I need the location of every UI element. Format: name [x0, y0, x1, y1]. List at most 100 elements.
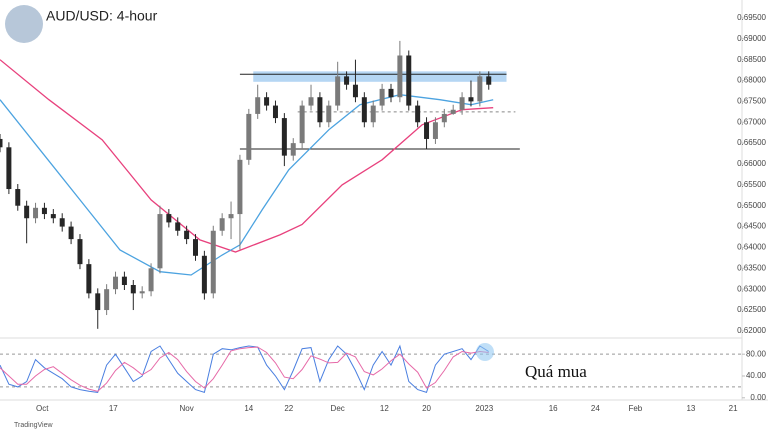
y-tick-label: 0.65500 — [737, 180, 766, 189]
x-tick-label: Dec — [331, 404, 345, 413]
candle-body — [264, 97, 270, 106]
candle-body — [201, 255, 207, 294]
candle-body — [95, 293, 101, 311]
y-tick-label: 0.64500 — [737, 222, 766, 231]
x-tick-label: Feb — [628, 404, 642, 413]
resistance-zone — [253, 71, 507, 82]
moving-average — [0, 59, 494, 253]
candle-body — [59, 218, 65, 227]
candle-body — [397, 55, 403, 98]
source: TradingView — [14, 422, 53, 429]
candle-body — [281, 118, 287, 156]
candle-body — [272, 105, 278, 119]
y-tick-label: 0.66500 — [737, 138, 766, 147]
x-tick-label: 14 — [244, 404, 253, 413]
candle-body — [86, 264, 92, 294]
oscillator-line — [0, 344, 489, 394]
y-tick-label: 0.65000 — [737, 201, 766, 210]
candle-body — [139, 291, 145, 294]
candle-body — [361, 97, 367, 123]
candle-body — [33, 207, 39, 219]
candle-body — [210, 230, 216, 294]
candle-body — [157, 214, 163, 269]
x-tick-label: Nov — [179, 404, 193, 413]
x-tick-label: 2023 — [475, 404, 493, 413]
x-tick-label: 17 — [109, 404, 118, 413]
candle-body — [41, 207, 47, 215]
plot — [0, 40, 742, 394]
y-tick-label: 0.62000 — [737, 326, 766, 335]
candle-body — [175, 222, 181, 231]
candle-body — [130, 285, 136, 294]
candle-body — [148, 268, 154, 292]
candle-body — [352, 84, 358, 98]
oscillator-line — [0, 346, 489, 392]
candle-body — [104, 289, 110, 311]
y-tick-label: 40.00 — [746, 371, 767, 380]
candle-body — [317, 97, 323, 123]
candle-body — [121, 276, 127, 286]
candle-body — [370, 105, 376, 123]
candle-body — [335, 76, 341, 106]
chart-title: AUD/USD: 4-hour — [46, 8, 158, 24]
x-tick-label: 21 — [729, 404, 738, 413]
candle-body — [166, 214, 172, 223]
candle-body — [0, 138, 3, 148]
candle-body — [344, 76, 350, 85]
y-tick-label: 0.63000 — [737, 284, 766, 293]
candle-body — [50, 214, 56, 219]
y-tick-label: 0.66000 — [737, 159, 766, 168]
candle-body — [441, 113, 447, 123]
candle-body — [219, 218, 225, 231]
candle-body — [255, 97, 261, 114]
logo — [5, 5, 43, 43]
candle-body — [450, 109, 456, 114]
y-tick-label: 80.00 — [746, 349, 767, 358]
y-tick-label: 0.64000 — [737, 243, 766, 252]
x-tick-label: 24 — [591, 404, 600, 413]
x-tick-label: 20 — [422, 404, 431, 413]
y-tick-label: 0.67000 — [737, 117, 766, 126]
y-tick-label: 0.68000 — [737, 76, 766, 85]
candle-body — [228, 214, 234, 219]
candle-body — [237, 159, 243, 215]
candle-body — [299, 105, 305, 144]
highlight — [476, 343, 494, 361]
candle-body — [6, 147, 12, 190]
candle-body — [15, 189, 21, 206]
candle-body — [290, 143, 296, 156]
x-tick-label: 13 — [686, 404, 695, 413]
y-tick-label: 0.68500 — [737, 55, 766, 64]
candle-body — [415, 105, 421, 123]
candle-body — [379, 88, 385, 106]
y-tick-label: 0.69500 — [737, 13, 766, 22]
y-tick-label: 0.63500 — [737, 263, 766, 272]
x-tick-label: 22 — [284, 404, 293, 413]
candle-body — [192, 239, 198, 256]
candle-body — [424, 122, 430, 139]
candle-body — [184, 230, 190, 240]
y-tick-label: 0.69000 — [737, 34, 766, 43]
x-tick-label: Oct — [36, 404, 49, 413]
candle-body — [406, 55, 412, 106]
candle-body — [68, 226, 74, 240]
candle-body — [486, 76, 492, 85]
candle-body — [432, 122, 438, 139]
moving-average — [0, 94, 494, 276]
candle-body — [326, 105, 332, 123]
y-tick-label: 0.62500 — [737, 305, 766, 314]
candle-body — [388, 88, 394, 98]
candle-body — [77, 239, 83, 265]
candle-body — [468, 97, 474, 102]
candle-body — [24, 205, 30, 219]
y-tick-label: 0.00 — [750, 393, 766, 402]
candle-body — [477, 76, 483, 102]
candle-body — [308, 97, 314, 106]
x-tick-label: 16 — [549, 404, 558, 413]
candle-body — [459, 97, 465, 110]
y-tick-label: 0.67500 — [737, 97, 766, 106]
annotation: Quá mua — [525, 362, 587, 381]
x-tick-label: 12 — [380, 404, 389, 413]
candle-body — [246, 113, 252, 160]
